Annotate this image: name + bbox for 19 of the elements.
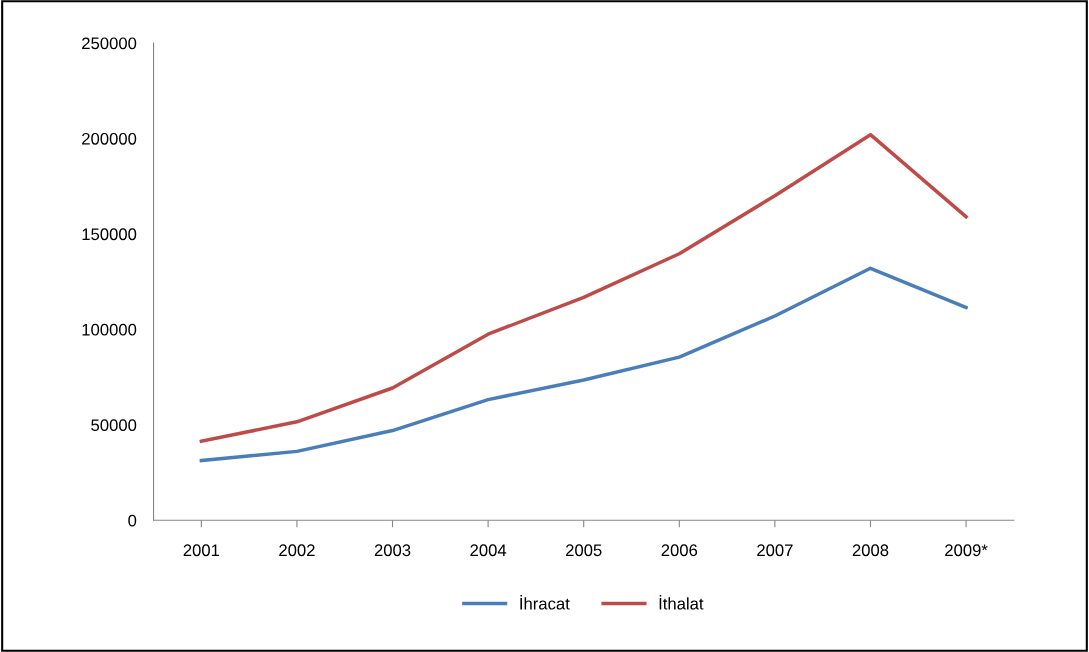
y-tick-label: 0 xyxy=(128,514,137,527)
y-tick-label: 250000 xyxy=(82,37,137,50)
line-series xyxy=(199,266,968,463)
x-tick-label: 2004 xyxy=(470,544,507,557)
x-tick-label: 2006 xyxy=(661,544,698,557)
x-tick-label: 2002 xyxy=(279,544,315,557)
legend-label: İthalat xyxy=(659,595,704,610)
x-tick-label: 2009* xyxy=(945,544,988,557)
line-series xyxy=(199,132,968,443)
x-tick-label: 2008 xyxy=(852,544,889,557)
x-tick-label: 2001 xyxy=(183,544,220,557)
y-tick-label: 50000 xyxy=(91,419,137,432)
legend-label: İhracat xyxy=(520,595,570,610)
x-tick-label: 2003 xyxy=(374,544,411,557)
x-tick-label: 2007 xyxy=(757,544,793,557)
x-tick-label: 2005 xyxy=(566,544,602,557)
y-tick-label: 100000 xyxy=(82,323,137,336)
y-tick-label: 150000 xyxy=(82,228,137,241)
y-tick-label: 200000 xyxy=(82,132,137,145)
